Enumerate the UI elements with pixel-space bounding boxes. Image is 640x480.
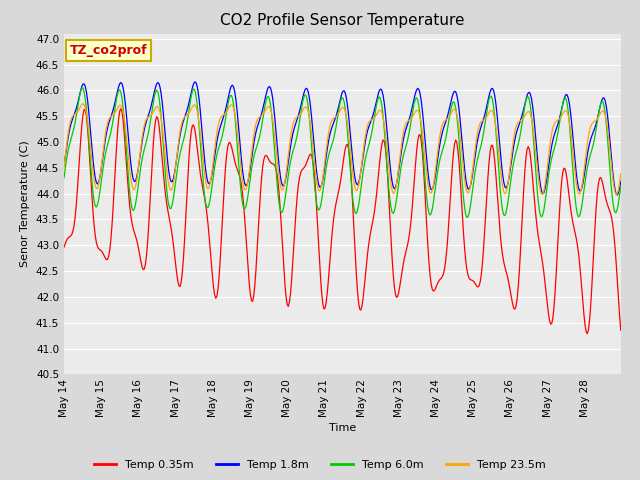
Title: CO2 Profile Sensor Temperature: CO2 Profile Sensor Temperature	[220, 13, 465, 28]
X-axis label: Time: Time	[329, 423, 356, 432]
Y-axis label: Senor Temperature (C): Senor Temperature (C)	[20, 141, 30, 267]
Legend: Temp 0.35m, Temp 1.8m, Temp 6.0m, Temp 23.5m: Temp 0.35m, Temp 1.8m, Temp 6.0m, Temp 2…	[90, 456, 550, 474]
Text: TZ_co2prof: TZ_co2prof	[70, 44, 147, 57]
